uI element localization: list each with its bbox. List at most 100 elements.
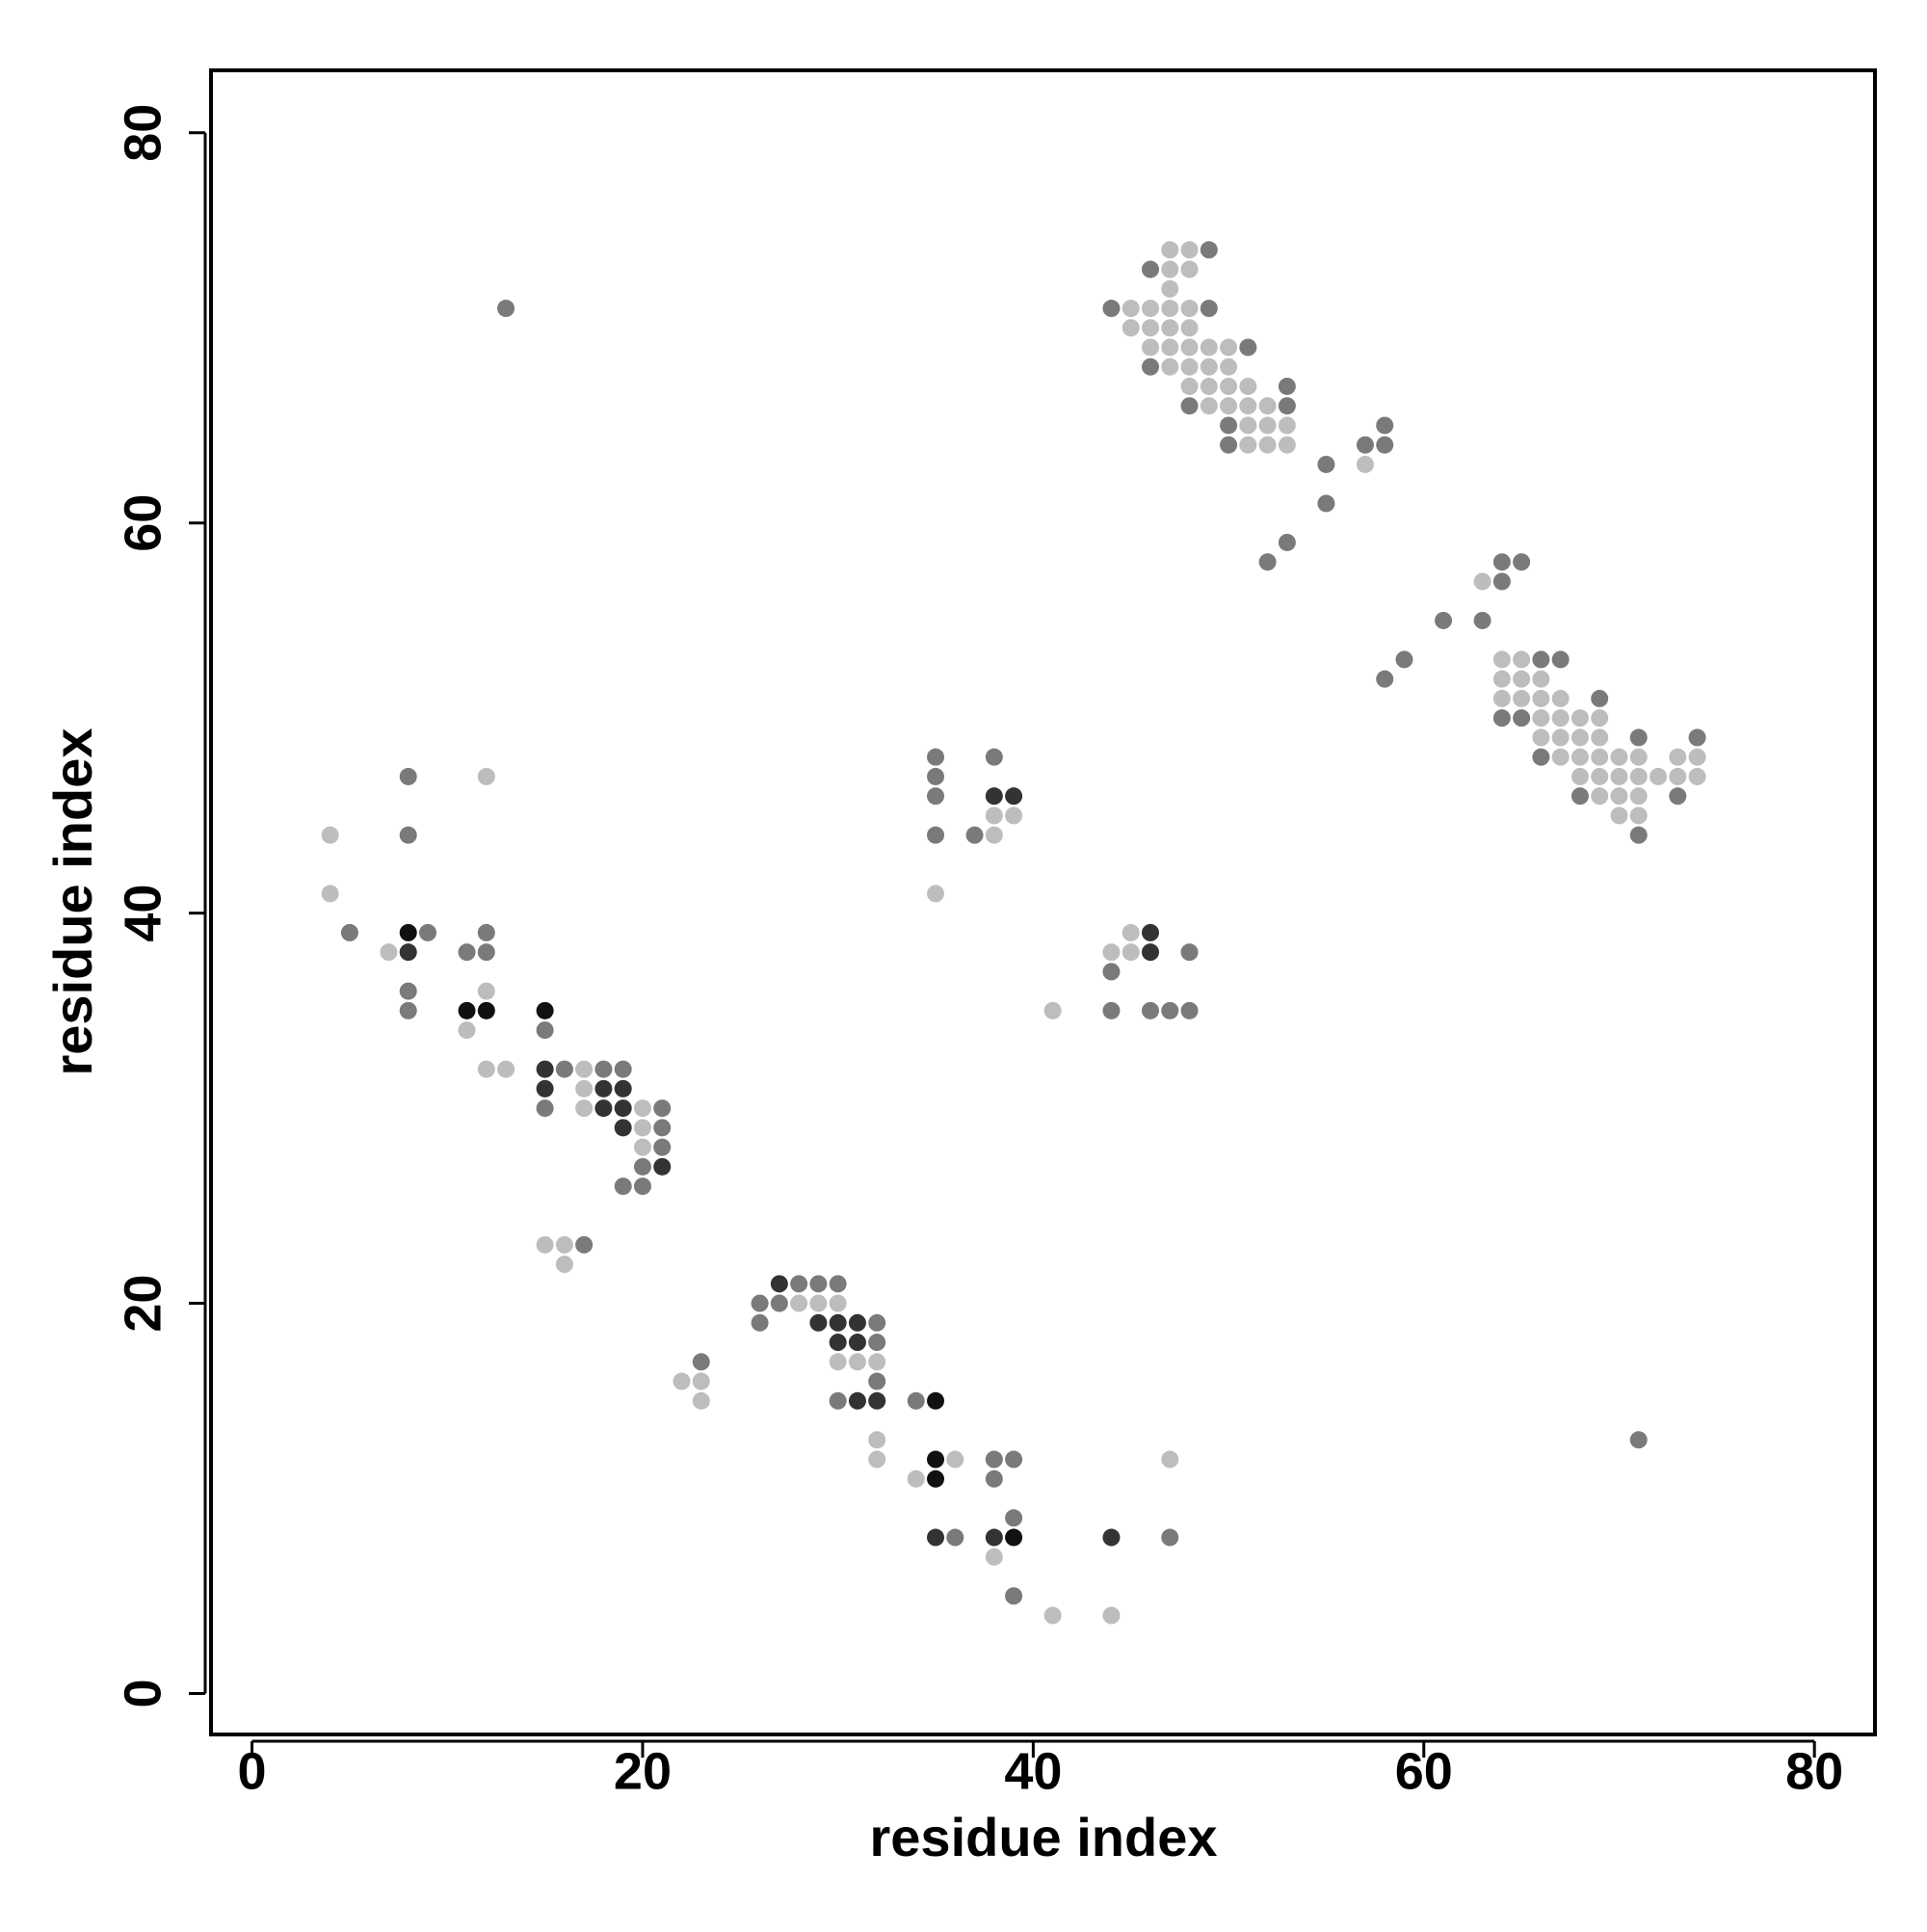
point (555, 1060, 573, 1078)
point (1278, 533, 1296, 551)
point (1492, 709, 1511, 728)
point (1571, 748, 1589, 766)
point (1161, 260, 1179, 278)
point (927, 748, 945, 766)
point (1395, 650, 1413, 669)
point (633, 1138, 651, 1156)
point (868, 1450, 886, 1469)
point (692, 1353, 710, 1371)
point (1005, 1509, 1023, 1527)
point (985, 1469, 1003, 1488)
point (1102, 300, 1121, 318)
point (1239, 377, 1257, 395)
point (1278, 377, 1296, 395)
y-tick-label: 80 (114, 104, 172, 162)
point (477, 982, 495, 1000)
point (1161, 279, 1179, 298)
point (458, 1001, 476, 1019)
x-tick-label: 20 (614, 1742, 672, 1800)
point (1317, 455, 1335, 473)
point (692, 1372, 710, 1390)
point (1161, 338, 1179, 357)
point (1317, 494, 1335, 513)
point (1278, 397, 1296, 415)
point (868, 1372, 886, 1390)
point (614, 1060, 632, 1078)
point (1239, 416, 1257, 435)
point (1239, 338, 1257, 357)
point (653, 1138, 672, 1156)
x-tick-label: 0 (238, 1742, 267, 1800)
point (1180, 1001, 1199, 1019)
point (1278, 416, 1296, 435)
point (594, 1079, 613, 1098)
point (477, 1001, 495, 1019)
point (1161, 1450, 1179, 1469)
point (809, 1275, 828, 1293)
point (1629, 728, 1648, 747)
point (965, 826, 984, 844)
point (907, 1469, 925, 1488)
point (1376, 436, 1394, 454)
point (536, 1099, 554, 1118)
point (477, 943, 495, 962)
point (848, 1313, 866, 1332)
point (633, 1099, 651, 1118)
point (1161, 300, 1179, 318)
point (1610, 748, 1628, 766)
point (1180, 377, 1199, 395)
point (1473, 572, 1491, 591)
point (1141, 943, 1159, 962)
point (1141, 319, 1159, 337)
point (848, 1334, 866, 1352)
point (1591, 767, 1609, 785)
point (1591, 689, 1609, 707)
point (614, 1079, 632, 1098)
point (1102, 1001, 1121, 1019)
plot-frame (209, 68, 1877, 1736)
point (1239, 397, 1257, 415)
point (1161, 241, 1179, 259)
point (1669, 748, 1687, 766)
point (829, 1313, 847, 1332)
point (536, 1001, 554, 1019)
point (1571, 709, 1589, 728)
point (399, 826, 417, 844)
point (1102, 1606, 1121, 1625)
point (1610, 787, 1628, 806)
point (1591, 748, 1609, 766)
point (868, 1334, 886, 1352)
point (1532, 728, 1550, 747)
point (633, 1178, 651, 1196)
point (1532, 748, 1550, 766)
point (1571, 767, 1589, 785)
point (1513, 689, 1531, 707)
point (985, 1548, 1003, 1566)
point (848, 1391, 866, 1410)
point (927, 1450, 945, 1469)
point (1005, 807, 1023, 825)
point (1688, 767, 1706, 785)
point (1532, 670, 1550, 688)
point (614, 1099, 632, 1118)
point (1220, 377, 1238, 395)
point (751, 1294, 769, 1312)
point (555, 1235, 573, 1254)
point (1356, 455, 1374, 473)
point (985, 807, 1003, 825)
point (1180, 300, 1199, 318)
point (477, 767, 495, 785)
point (1161, 1528, 1179, 1547)
x-tick-label: 40 (1004, 1742, 1062, 1800)
point (927, 1528, 945, 1547)
point (927, 826, 945, 844)
point (1435, 611, 1453, 629)
point (1258, 416, 1277, 435)
point (1005, 1450, 1023, 1469)
point (1200, 241, 1218, 259)
x-tick-label: 60 (1395, 1742, 1453, 1800)
point (380, 943, 398, 962)
point (1180, 357, 1199, 376)
